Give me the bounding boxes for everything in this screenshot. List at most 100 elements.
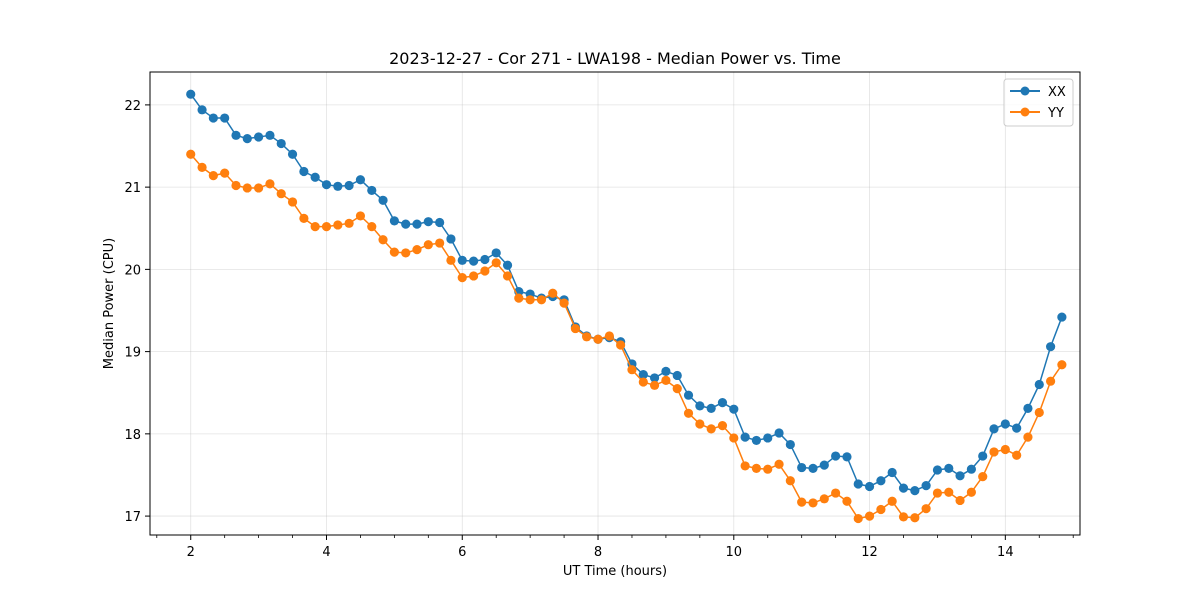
- data-point-xx: [944, 463, 954, 473]
- data-point-yy: [355, 211, 366, 221]
- data-point-xx: [774, 428, 784, 438]
- y-axis-label: Median Power (CPU): [102, 238, 117, 369]
- data-point-xx: [299, 166, 309, 177]
- data-point-xx: [729, 404, 739, 414]
- data-point-yy: [661, 375, 671, 385]
- data-point-yy: [525, 295, 535, 305]
- data-point-xx: [706, 403, 716, 413]
- x-tick-label: 12: [861, 545, 878, 560]
- data-point-yy: [502, 271, 513, 281]
- data-point-yy: [389, 247, 399, 257]
- y-axis: 17 18 19 20 21 22: [124, 99, 150, 525]
- grid: [150, 72, 1080, 535]
- data-point-yy: [378, 235, 388, 245]
- data-point-xx: [231, 130, 241, 140]
- data-point-yy: [763, 464, 773, 474]
- series-group: [186, 89, 1067, 524]
- data-point-xx: [197, 105, 207, 115]
- y-tick-label: 19: [124, 346, 141, 361]
- legend-marker-xx: [1020, 86, 1030, 96]
- data-point-yy: [774, 459, 784, 469]
- data-point-yy: [276, 189, 286, 199]
- data-point-yy: [457, 273, 467, 283]
- data-point-yy: [604, 331, 614, 341]
- data-point-yy: [819, 494, 829, 504]
- data-point-yy: [1057, 360, 1067, 370]
- legend-label-yy: YY: [1047, 106, 1064, 121]
- data-point-xx: [853, 479, 863, 489]
- data-point-yy: [898, 512, 909, 522]
- data-point-xx: [401, 219, 411, 229]
- data-point-xx: [864, 481, 875, 492]
- data-point-yy: [401, 248, 411, 258]
- data-point-yy: [842, 496, 852, 506]
- data-point-yy: [254, 183, 264, 193]
- data-point-yy: [242, 183, 252, 193]
- data-point-xx: [638, 370, 648, 380]
- data-point-yy: [423, 240, 433, 250]
- data-point-yy: [435, 238, 445, 248]
- data-point-xx: [808, 463, 818, 473]
- data-point-yy: [344, 218, 354, 228]
- x-tick-label: 8: [594, 545, 602, 560]
- data-point-xx: [763, 433, 773, 443]
- data-point-yy: [683, 408, 694, 418]
- data-point-yy: [978, 472, 988, 482]
- data-point-xx: [978, 451, 988, 461]
- data-point-yy: [469, 271, 479, 281]
- plot-frame: [149, 71, 1081, 536]
- data-point-xx: [751, 435, 762, 446]
- data-point-yy: [1000, 444, 1010, 455]
- data-point-xx: [898, 483, 909, 493]
- legend-label-xx: XX: [1048, 85, 1066, 100]
- data-point-xx: [876, 476, 886, 486]
- x-axis-label: UT Time (hours): [563, 564, 667, 579]
- data-point-yy: [831, 488, 841, 498]
- data-point-yy: [751, 463, 762, 473]
- data-point-yy: [932, 488, 943, 498]
- y-tick-label: 21: [124, 181, 141, 196]
- data-point-xx: [1057, 312, 1067, 322]
- data-point-xx: [344, 180, 354, 191]
- data-point-yy: [966, 487, 976, 497]
- data-point-xx: [921, 481, 931, 491]
- data-point-xx: [740, 432, 750, 442]
- y-tick-label: 22: [124, 99, 141, 114]
- data-point-yy: [287, 197, 298, 207]
- data-point-xx: [785, 439, 795, 450]
- data-point-xx: [1046, 342, 1056, 352]
- data-point-yy: [887, 496, 897, 506]
- data-point-xx: [287, 149, 298, 159]
- data-point-yy: [989, 447, 999, 457]
- data-point-yy: [1034, 407, 1044, 418]
- data-point-xx: [1034, 379, 1044, 390]
- data-point-xx: [1000, 419, 1010, 429]
- x-axis: 2 4 6 8 10 12 14: [156, 535, 1074, 560]
- series-yy: [186, 149, 1067, 524]
- data-point-xx: [797, 462, 807, 473]
- data-point-xx: [333, 181, 343, 191]
- data-point-xx: [955, 471, 965, 481]
- data-point-yy: [570, 323, 581, 334]
- data-point-yy: [729, 433, 739, 443]
- data-point-xx: [887, 467, 897, 478]
- data-point-yy: [514, 293, 524, 303]
- legend-marker-yy: [1020, 107, 1030, 117]
- data-point-xx: [480, 254, 490, 265]
- data-point-yy: [955, 495, 965, 506]
- data-point-yy: [559, 298, 569, 308]
- data-point-yy: [876, 504, 886, 515]
- data-point-yy: [310, 222, 320, 232]
- data-point-xx: [910, 485, 920, 496]
- data-point-yy: [333, 220, 343, 230]
- data-point-xx: [1012, 423, 1022, 433]
- data-point-yy: [367, 222, 377, 232]
- data-point-xx: [321, 180, 332, 190]
- data-point-yy: [717, 421, 728, 431]
- data-point-yy: [220, 168, 230, 178]
- data-point-yy: [231, 180, 241, 191]
- data-point-yy: [921, 504, 931, 514]
- data-point-yy: [695, 419, 705, 429]
- data-point-yy: [548, 288, 558, 298]
